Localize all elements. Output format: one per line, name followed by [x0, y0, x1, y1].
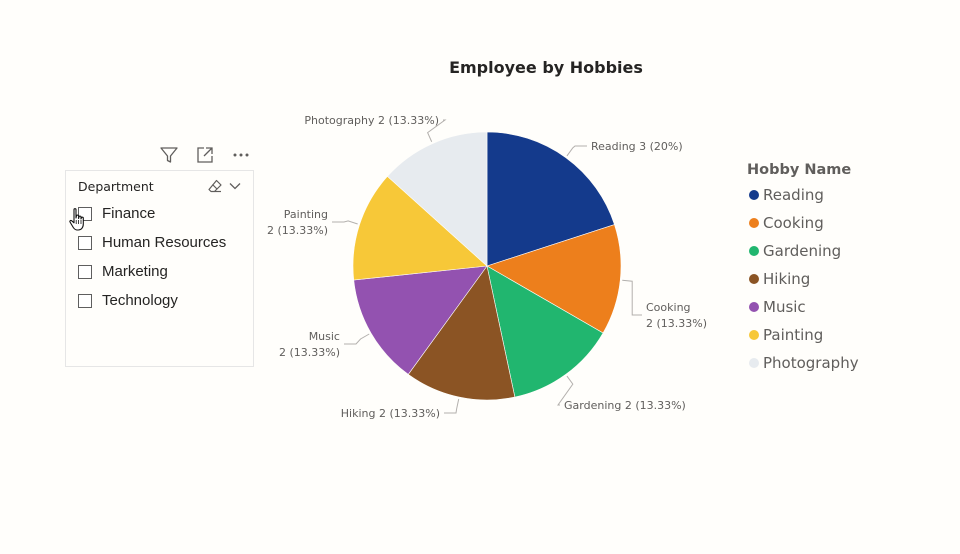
data-label-photography: Photography 2 (13.33%): [304, 114, 439, 127]
slicer-header: Department: [78, 177, 245, 195]
legend-marker: [749, 302, 759, 312]
legend: Hobby Name Reading Cooking Gardening Hik…: [747, 159, 947, 377]
data-label-hiking: Hiking 2 (13.33%): [341, 407, 440, 420]
more-options-icon[interactable]: [229, 144, 253, 166]
legend-marker: [749, 358, 759, 368]
focus-mode-icon[interactable]: [193, 144, 217, 166]
legend-label: Hiking: [763, 270, 811, 288]
legend-marker: [749, 218, 759, 228]
legend-label: Photography: [763, 354, 859, 372]
legend-title: Hobby Name: [747, 162, 852, 178]
data-label-gardening: Gardening 2 (13.33%): [564, 399, 686, 412]
leader-line: [622, 279, 642, 316]
slicer-title: Department: [78, 178, 154, 194]
legend-item-music[interactable]: Music: [747, 293, 947, 321]
checkbox[interactable]: [78, 293, 92, 308]
leader-line: [444, 398, 460, 414]
legend-label: Gardening: [763, 242, 842, 260]
pie-slice-cooking[interactable]: [486, 224, 622, 334]
legend-marker: [749, 274, 759, 284]
eraser-icon[interactable]: [205, 177, 225, 195]
data-label-cooking: Cooking 2 (13.33%): [646, 301, 707, 330]
filter-icon[interactable]: [157, 144, 181, 166]
legend-label: Painting: [763, 326, 824, 344]
legend-label: Cooking: [763, 214, 824, 232]
legend-marker: [749, 246, 759, 256]
slicer-item-label: Marketing: [102, 263, 168, 280]
leader-line: [344, 333, 370, 345]
slicer-item-label: Human Resources: [102, 234, 227, 251]
data-label-reading: Reading 3 (20%): [591, 140, 683, 153]
chart-title: Employee by Hobbies: [449, 58, 643, 77]
slicer-item-label: Technology: [102, 292, 178, 309]
legend-item-photography[interactable]: Photography: [747, 349, 947, 377]
legend-marker: [749, 190, 759, 200]
pie-slice-photography[interactable]: [386, 131, 488, 267]
data-label-painting: Painting 2 (13.33%): [267, 208, 328, 237]
slicer-item-technology[interactable]: Technology: [78, 286, 249, 315]
legend-item-painting[interactable]: Painting: [747, 321, 947, 349]
data-label-music: Music 2 (13.33%): [279, 330, 340, 359]
leader-line: [332, 220, 358, 225]
slicer-toolbar: [157, 144, 253, 166]
slicer-item-human-resources[interactable]: Human Resources: [78, 228, 249, 257]
leader-line: [557, 375, 574, 406]
checkbox[interactable]: [78, 264, 92, 279]
legend-label: Reading: [763, 186, 824, 204]
legend-item-cooking[interactable]: Cooking: [747, 209, 947, 237]
slicer-item-label: Finance: [102, 205, 156, 222]
pie-slice-hiking[interactable]: [407, 265, 516, 401]
chevron-down-icon[interactable]: [225, 177, 245, 195]
department-slicer: Department Finance Human Resources Marke…: [65, 170, 254, 367]
slicer-item-marketing[interactable]: Marketing: [78, 257, 249, 286]
slicer-list: Finance Human Resources Marketing Techno…: [78, 199, 249, 315]
leader-line: [566, 145, 587, 157]
leader-line: [426, 119, 447, 142]
pie-slice-music[interactable]: [353, 265, 488, 375]
legend-item-reading[interactable]: Reading: [747, 181, 947, 209]
checkbox[interactable]: [78, 235, 92, 250]
legend-item-hiking[interactable]: Hiking: [747, 265, 947, 293]
pie-slice-painting[interactable]: [352, 175, 488, 281]
legend-label: Music: [763, 298, 806, 316]
legend-item-gardening[interactable]: Gardening: [747, 237, 947, 265]
legend-marker: [749, 330, 759, 340]
pie-slice-gardening[interactable]: [486, 265, 604, 398]
hand-cursor-icon: [68, 207, 88, 233]
pie-slice-reading[interactable]: [486, 131, 615, 267]
